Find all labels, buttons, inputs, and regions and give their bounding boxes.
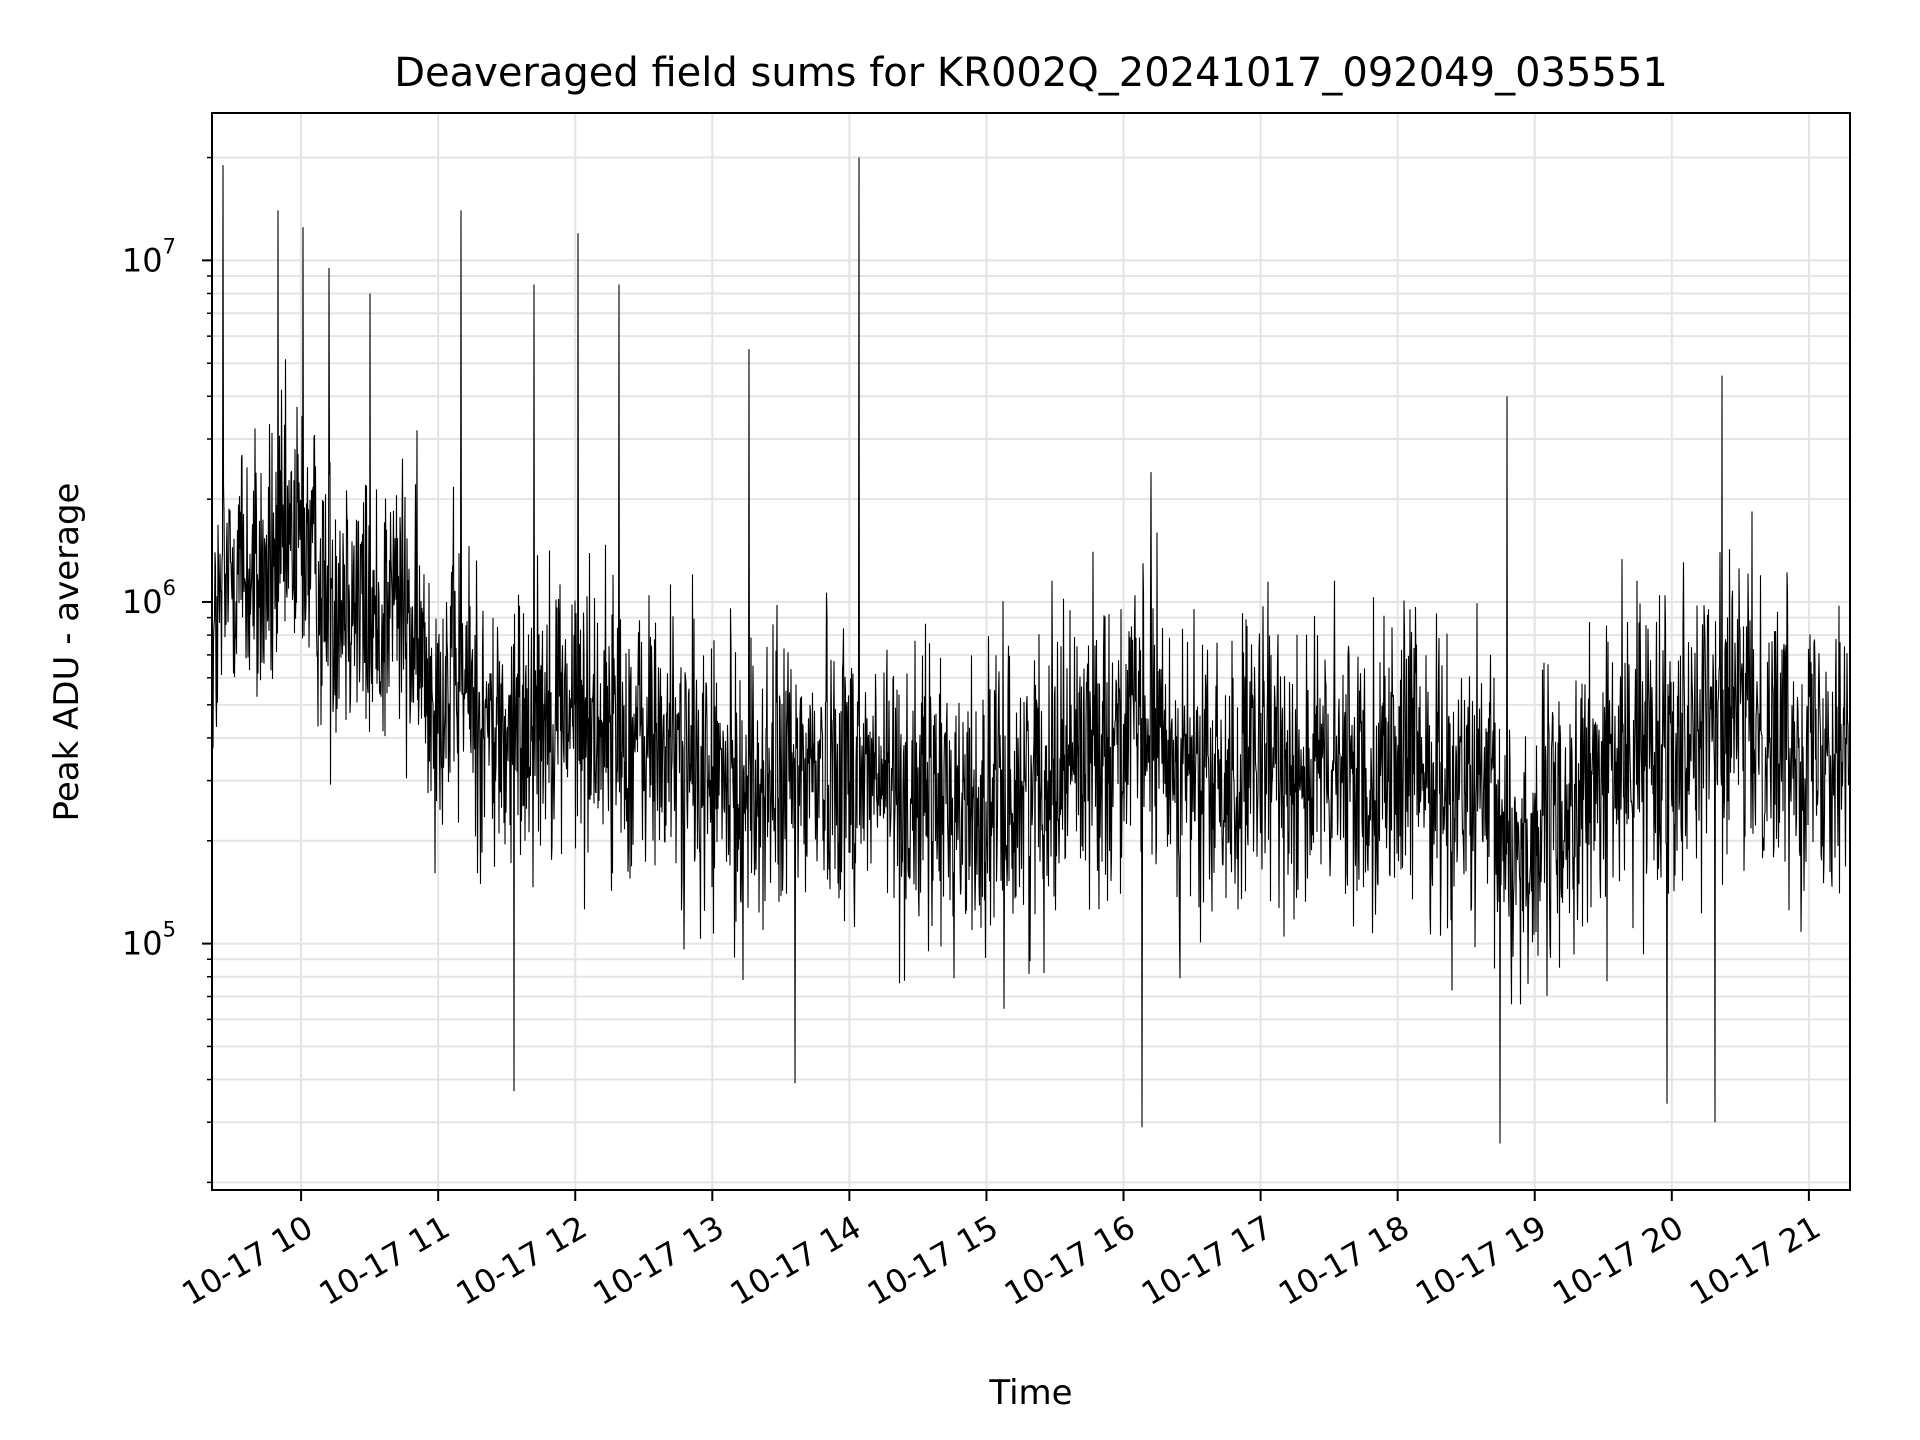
y-tick-base: 10 — [122, 241, 163, 279]
y-tick-base: 10 — [122, 925, 163, 963]
y-tick-exponent: 6 — [163, 576, 176, 600]
y-tick-exponent: 5 — [163, 918, 176, 942]
x-axis-label: Time — [988, 1373, 1072, 1413]
y-tick-label: 106 — [122, 576, 176, 621]
chart-title: Deaveraged field sums for KR002Q_2024101… — [394, 50, 1668, 96]
plot-area — [212, 157, 1850, 1144]
y-tick-label: 105 — [122, 918, 176, 963]
y-axis-label: Peak ADU - average — [47, 483, 87, 822]
y-tick-label: 107 — [122, 234, 176, 279]
series-line — [212, 157, 1850, 1144]
y-tick-exponent: 7 — [163, 234, 176, 258]
plot-frame — [211, 112, 1851, 1191]
y-tick-base: 10 — [122, 583, 163, 621]
